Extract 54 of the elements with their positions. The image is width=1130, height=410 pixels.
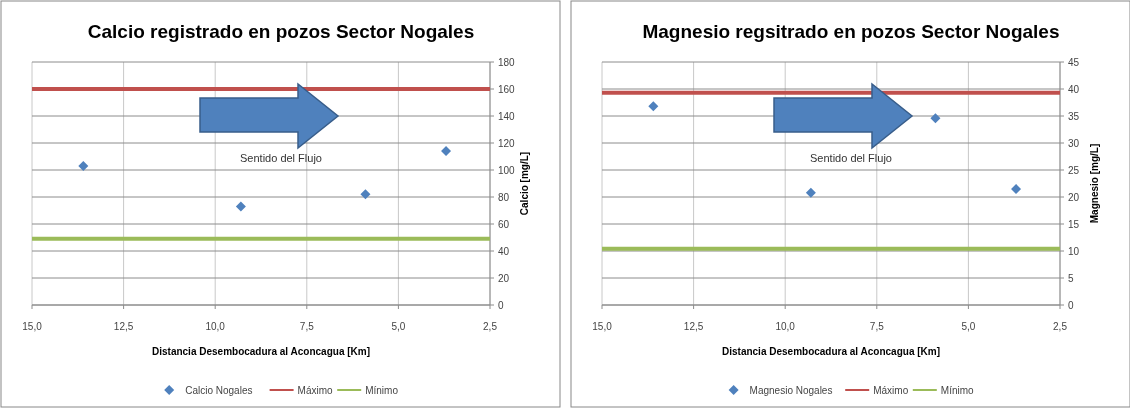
y-tick-label: 25 [1068, 165, 1080, 176]
x-tick-label: 2,5 [483, 321, 498, 332]
y-tick-label: 10 [1068, 246, 1080, 257]
point [648, 101, 659, 112]
point [1011, 183, 1022, 194]
y-tick-label: 120 [498, 138, 516, 149]
legend-label: Máximo [873, 385, 909, 396]
y-tick-label: 80 [498, 192, 510, 203]
annotation: Sentido del Flujo [810, 152, 892, 164]
y-tick-label: 5 [1068, 273, 1074, 284]
legend-label: Calcio Nogales [185, 385, 253, 396]
y-tick-label: 20 [1068, 192, 1080, 203]
x-tick-label: 2,5 [1053, 321, 1068, 332]
point [930, 113, 941, 124]
x-axis-title: Distancia Desembocadura al Aconcagua [Km] [721, 346, 941, 357]
x-tick-label: 7,5 [299, 321, 315, 332]
y-tick-label: 0 [1068, 300, 1074, 311]
y-tick-label: 0 [498, 300, 504, 311]
x-tick-label: 10,0 [775, 321, 796, 332]
y-axis-title: Magnesio [mg/L] [1089, 143, 1100, 224]
y-tick-label: 30 [1068, 138, 1080, 149]
point [235, 201, 246, 212]
point [360, 189, 371, 200]
point [78, 160, 89, 171]
legend-label: Magnesio Nogales [749, 385, 833, 396]
y-tick-label: 15 [1068, 219, 1080, 230]
y-tick-label: 180 [498, 57, 516, 68]
y-tick-label: 40 [1068, 84, 1080, 95]
x-tick-label: 12,5 [113, 321, 134, 332]
y-tick-label: 140 [498, 111, 516, 122]
chart-title: Calcio registrado en pozos Sector Nogales [87, 21, 475, 42]
point [805, 187, 816, 198]
y-tick-label: 20 [498, 273, 510, 284]
point [441, 146, 452, 157]
x-axis-title: Distancia Desembocadura al Aconcagua [Km] [151, 346, 371, 357]
y-tick-label: 35 [1068, 111, 1080, 122]
x-tick-label: 7,5 [869, 321, 885, 332]
y-tick-label: 40 [498, 246, 510, 257]
y-axis-title: Calcio [mg/L] [519, 151, 530, 216]
x-tick-label: 5,0 [961, 321, 976, 332]
chart-title: Magnesio regsitrado en pozos Sector Nogales [642, 21, 1060, 42]
annotation: Sentido del Flujo [240, 152, 322, 164]
x-tick-label: 15,0 [22, 321, 43, 332]
x-tick-label: 5,0 [391, 321, 406, 332]
x-tick-label: 15,0 [592, 321, 613, 332]
y-tick-label: 160 [498, 84, 516, 95]
legend-label: Mínimo [940, 385, 975, 396]
y-tick-label: 60 [498, 219, 510, 230]
y-tick-label: 45 [1068, 57, 1080, 68]
y-tick-label: 100 [498, 165, 516, 176]
x-tick-label: 12,5 [683, 321, 704, 332]
legend-label: Máximo [297, 385, 334, 396]
x-tick-label: 10,0 [205, 321, 226, 332]
legend-label: Mínimo [365, 385, 399, 396]
